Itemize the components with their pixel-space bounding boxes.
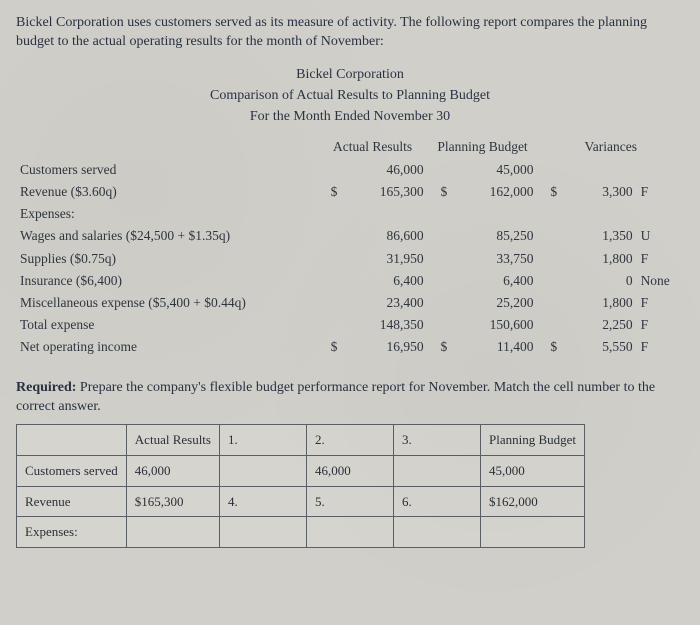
company-name: Bickel Corporation (16, 66, 684, 85)
match-row-1: Revenue $165,300 4. 5. 6. $162,000 (17, 486, 585, 517)
required-text: Required: Prepare the company's flexible… (16, 379, 684, 417)
match-h2: 1. (219, 425, 306, 456)
comparison-table: Actual Results Planning Budget Variances… (16, 136, 684, 358)
required-body: Prepare the company's flexible budget pe… (16, 380, 655, 414)
variance: 2,250 (561, 314, 636, 336)
col-planning: Planning Budget (428, 136, 538, 158)
cell: 6. (393, 486, 480, 517)
planning: 11,400 (451, 336, 537, 358)
variance: 5,550 (561, 336, 636, 358)
planning: 33,750 (451, 248, 537, 270)
required-prefix: Required: (16, 380, 76, 395)
planning: 45,000 (451, 159, 537, 181)
cur: $ (318, 336, 342, 358)
label: Net operating income (16, 336, 318, 358)
cur: $ (537, 336, 561, 358)
match-table: Actual Results 1. 2. 3. Planning Budget … (16, 424, 585, 547)
actual: 86,600 (341, 225, 427, 247)
row-net-income: Net operating income $16,950 $11,400 $5,… (16, 336, 684, 358)
variance: 1,350 (561, 225, 636, 247)
planning: 25,200 (451, 292, 537, 314)
flag: None (637, 270, 684, 292)
label: Expenses: (16, 203, 318, 225)
cell: Revenue (17, 486, 127, 517)
cell (393, 455, 480, 486)
flag: F (637, 181, 684, 203)
row-misc: Miscellaneous expense ($5,400 + $0.44q) … (16, 292, 684, 314)
match-h3: 2. (306, 425, 393, 456)
cell (126, 517, 219, 548)
match-h5: Planning Budget (480, 425, 584, 456)
cur: $ (537, 181, 561, 203)
match-h0 (17, 425, 127, 456)
variance: 1,800 (561, 248, 636, 270)
label: Revenue ($3.60q) (16, 181, 318, 203)
actual: 16,950 (341, 336, 427, 358)
flag: U (637, 225, 684, 247)
report-header: Bickel Corporation Comparison of Actual … (16, 66, 684, 127)
label: Customers served (16, 159, 318, 181)
cell: $162,000 (480, 486, 584, 517)
cell (219, 517, 306, 548)
cur: $ (428, 181, 452, 203)
actual: 6,400 (341, 270, 427, 292)
row-supplies: Supplies ($0.75q) 31,950 33,750 1,800 F (16, 248, 684, 270)
cell (393, 517, 480, 548)
row-revenue: Revenue ($3.60q) $165,300 $162,000 $3,30… (16, 181, 684, 203)
variance: 0 (561, 270, 636, 292)
cell: 5. (306, 486, 393, 517)
row-customers-served: Customers served 46,000 45,000 (16, 159, 684, 181)
cell: Expenses: (17, 517, 127, 548)
intro-text: Bickel Corporation uses customers served… (16, 14, 684, 52)
flag: F (637, 336, 684, 358)
cell: 45,000 (480, 455, 584, 486)
match-header-row: Actual Results 1. 2. 3. Planning Budget (17, 425, 585, 456)
flag: F (637, 314, 684, 336)
planning: 162,000 (451, 181, 537, 203)
actual: 148,350 (341, 314, 427, 336)
cell: 46,000 (126, 455, 219, 486)
cur: $ (318, 181, 342, 203)
cur: $ (428, 336, 452, 358)
match-h4: 3. (393, 425, 480, 456)
flag: F (637, 248, 684, 270)
label: Total expense (16, 314, 318, 336)
planning: 6,400 (451, 270, 537, 292)
flag: F (637, 292, 684, 314)
row-expenses-label: Expenses: (16, 203, 684, 225)
cell: 46,000 (306, 455, 393, 486)
cell: 4. (219, 486, 306, 517)
planning: 150,600 (451, 314, 537, 336)
row-wages: Wages and salaries ($24,500 + $1.35q) 86… (16, 225, 684, 247)
actual: 46,000 (341, 159, 427, 181)
col-variances: Variances (537, 136, 684, 158)
cell (306, 517, 393, 548)
col-actual: Actual Results (318, 136, 428, 158)
report-title: Comparison of Actual Results to Planning… (16, 87, 684, 106)
match-row-0: Customers served 46,000 46,000 45,000 (17, 455, 585, 486)
label: Supplies ($0.75q) (16, 248, 318, 270)
actual: 23,400 (341, 292, 427, 314)
cell: $165,300 (126, 486, 219, 517)
actual: 31,950 (341, 248, 427, 270)
row-insurance: Insurance ($6,400) 6,400 6,400 0 None (16, 270, 684, 292)
actual: 165,300 (341, 181, 427, 203)
match-h1: Actual Results (126, 425, 219, 456)
label: Miscellaneous expense ($5,400 + $0.44q) (16, 292, 318, 314)
report-period: For the Month Ended November 30 (16, 108, 684, 127)
variance: 1,800 (561, 292, 636, 314)
row-total-expense: Total expense 148,350 150,600 2,250 F (16, 314, 684, 336)
cell: Customers served (17, 455, 127, 486)
cell (480, 517, 584, 548)
cell (219, 455, 306, 486)
planning: 85,250 (451, 225, 537, 247)
label: Wages and salaries ($24,500 + $1.35q) (16, 225, 318, 247)
label: Insurance ($6,400) (16, 270, 318, 292)
variance: 3,300 (561, 181, 636, 203)
match-row-2: Expenses: (17, 517, 585, 548)
